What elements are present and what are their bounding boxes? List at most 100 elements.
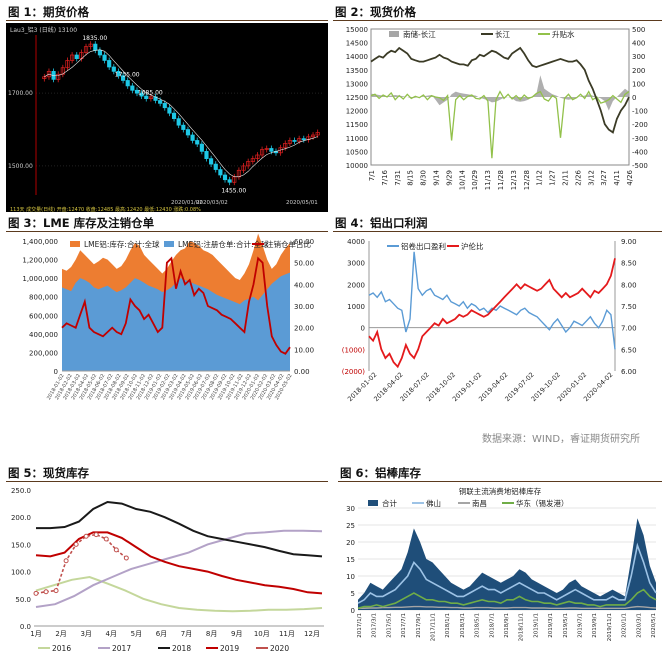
legend-lme-warrants-swatch	[164, 241, 174, 247]
y-right-tick: -200	[632, 121, 648, 129]
y-left-tick: 400,000	[29, 331, 58, 339]
legend-export-profit-label: 铝卷出口盈利	[401, 241, 446, 251]
x-tick-label: 2/11	[562, 170, 570, 186]
x-tick-label: 2019/5/1	[563, 613, 569, 638]
y-left-tick: (1000)	[342, 346, 366, 354]
y-left-tick: 15000	[346, 26, 368, 34]
moving-average-line	[44, 49, 318, 178]
series-line-2018	[36, 500, 323, 558]
x-tick-label: 2020/3/1	[636, 613, 642, 638]
x-tick-label: 2018/5/1	[475, 613, 481, 638]
y-tick: 5	[351, 590, 355, 598]
candle-body	[213, 163, 218, 170]
lme-chart-panel: 0 200,000 400,000 600,000 800,000 1,000,000 1,…	[6, 233, 328, 415]
series-point-2020	[103, 536, 109, 542]
y-right-tick: -300	[632, 135, 648, 143]
y-left-tick: 0	[54, 368, 58, 376]
x-tick-label: 2020/05/01	[286, 200, 318, 206]
fig4-rule	[333, 231, 662, 232]
y-right-tick: 30.00	[294, 303, 314, 311]
legend-huadong-label: 华东（锡发港）	[516, 498, 569, 508]
y-right-tick: -100	[632, 108, 648, 116]
x-tick-label: 7/31	[394, 170, 402, 186]
y-left-tick: 1,200,000	[22, 257, 58, 265]
legend-nanchu-swatch	[389, 31, 399, 37]
x-tick-label: 12/28	[523, 170, 531, 190]
legend-premium-label: 升贴水	[552, 29, 575, 39]
candle-body	[301, 138, 306, 141]
candle-body	[269, 148, 274, 152]
legend-2019-label: 2019	[220, 644, 239, 653]
y-right-tick: 10.00	[294, 346, 314, 354]
x-tick-label: 11月	[279, 630, 295, 638]
candle-body	[148, 96, 153, 99]
series-line-premium	[370, 90, 630, 159]
x-tick-label: 9/14	[433, 169, 441, 185]
x-tick-label: 1月	[30, 630, 41, 638]
y-tick: 20	[346, 539, 355, 547]
y-right-tick: 7.00	[621, 325, 637, 333]
candle-body	[107, 60, 112, 68]
candle-body	[130, 85, 135, 91]
y-right-tick: 60.00	[294, 238, 314, 246]
x-tick-label: 2018/9/1	[504, 613, 510, 638]
candle-body	[241, 165, 246, 171]
y-left-tick: 600,000	[29, 312, 58, 320]
candle-body	[116, 71, 121, 77]
lme-stock-chart: 0 200,000 400,000 600,000 800,000 1,000,000 1,…	[22, 233, 314, 401]
fig1-title: 图 1：期货价格	[8, 5, 90, 19]
candle-body	[310, 134, 316, 138]
candle-body	[134, 89, 140, 94]
legend-2020-label: 2020	[270, 644, 289, 653]
x-tick-label: 2017/5/1	[386, 613, 392, 638]
y-tick: 25	[346, 522, 355, 530]
series-line-changjiang	[370, 46, 630, 134]
terminal-footer: 113天 成交量(日线) 开盘:12470 收盘:12485 最高:12420 …	[10, 206, 201, 212]
y-right-tick: 7.50	[621, 303, 637, 311]
legend-2016-label: 2016	[52, 644, 71, 653]
y-left-tick: 13500	[346, 67, 368, 75]
candle-body	[70, 54, 75, 61]
series-line-2019	[35, 531, 323, 595]
x-tick-label: 2019/1/1	[533, 613, 539, 638]
rod-inventory-chart: 铜联主流消费地铝棒库存 0 5 10 15 20 25 30 2017/1/1 2017/3/1 2…	[346, 486, 657, 641]
y-tick-label: 1500.00	[8, 163, 33, 170]
x-tick-label: 2017/3/1	[372, 613, 378, 638]
x-tick-label: 10月	[254, 630, 270, 638]
y-right-tick: 40.00	[294, 281, 314, 289]
y-tick: 15	[346, 556, 355, 564]
candle-body	[297, 138, 302, 142]
candle-body	[209, 158, 214, 165]
candle-body	[139, 92, 144, 97]
legend-total-swatch	[368, 500, 378, 506]
y-right-tick: 0	[632, 94, 636, 102]
candle-body	[227, 179, 232, 183]
candle-body	[260, 149, 265, 156]
y-left-tick: 10500	[346, 148, 368, 156]
y-left-tick: 800,000	[29, 294, 58, 302]
candle-body	[222, 174, 228, 181]
data-source: 数据来源：WIND，睿证期货研究所	[482, 434, 641, 445]
y-right-tick: 9.00	[621, 238, 637, 246]
y-left-tick: 4000	[347, 238, 365, 246]
series-point-2020	[73, 541, 79, 547]
series-line-huadong	[357, 588, 657, 610]
y-right-tick: 300	[632, 53, 645, 61]
legend-shfe-lme-ratio-label: 沪伦比	[461, 241, 484, 251]
x-tick-label: 8月	[206, 630, 217, 638]
x-tick-label: 11/13	[484, 170, 492, 190]
x-tick-label: 12月	[304, 630, 320, 638]
series-line-cancelled-ratio	[61, 256, 291, 355]
terminal-header: Lau3_铝3 (日线) 13100	[10, 26, 77, 34]
candle-body	[218, 169, 223, 176]
y-left-tick: 13000	[346, 80, 368, 88]
candle-body	[264, 148, 269, 150]
legend-changjiang-label: 长江	[495, 29, 510, 39]
series-point-2020	[33, 590, 39, 596]
y-tick: 250.0	[11, 487, 31, 495]
candle-body	[199, 143, 204, 152]
x-tick-label: 2018/1/1	[445, 613, 451, 638]
price-annotation: 1835.00	[82, 35, 107, 42]
x-tick-label: 1/12	[536, 170, 544, 186]
x-tick-label: 11/28	[497, 170, 505, 190]
